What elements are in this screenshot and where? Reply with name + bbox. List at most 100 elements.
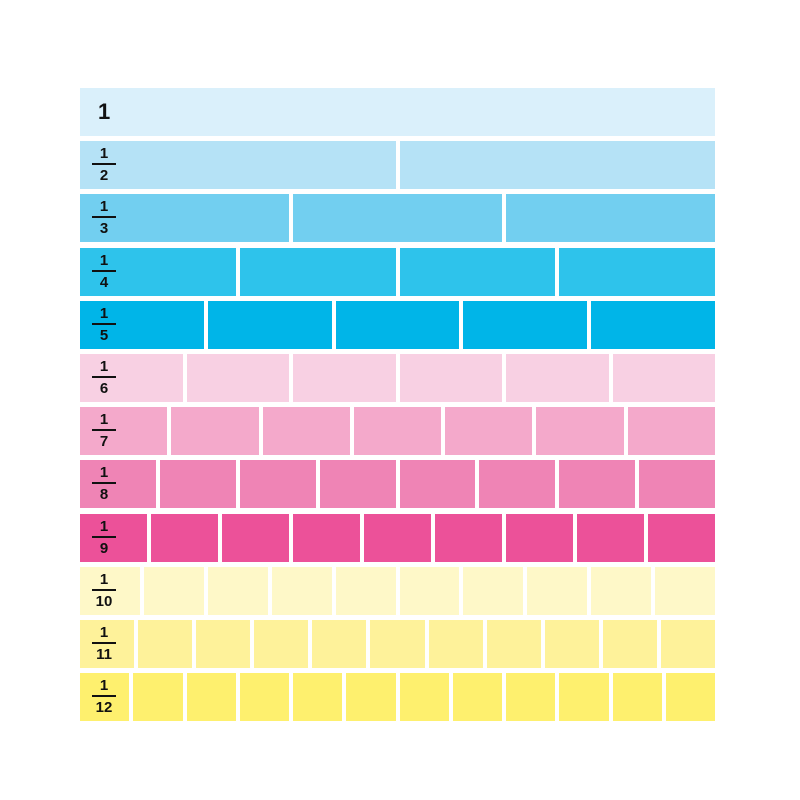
fraction-bar: [92, 376, 116, 378]
fraction-cell: [639, 460, 715, 509]
fraction-cell: [612, 354, 715, 402]
fraction-cell: [399, 141, 715, 190]
fraction-cell: [171, 407, 259, 456]
fraction-cell: [612, 673, 662, 722]
fraction-cell: [627, 407, 715, 456]
denominator: 11: [96, 646, 112, 663]
fraction-cell: [559, 460, 636, 509]
fraction-cell: [399, 247, 556, 296]
fraction-cell: [660, 620, 716, 668]
fraction-cell: [151, 513, 218, 562]
fraction-cell: [319, 460, 396, 509]
fraction-cell: [506, 354, 609, 402]
numerator: 1: [99, 251, 109, 269]
fraction-cell: [577, 513, 644, 562]
fraction-cell: [559, 673, 609, 722]
fraction-cell: 1 10: [80, 566, 140, 615]
fraction-cell: [293, 194, 502, 243]
fraction-cell: [133, 673, 183, 722]
fraction-cell: [159, 460, 236, 509]
denominator: 4: [99, 273, 109, 291]
denominator: 6: [99, 380, 109, 397]
denominator: 8: [99, 486, 109, 504]
numerator: 1: [99, 517, 109, 535]
fraction-bar: [92, 695, 116, 698]
fraction-cell: [364, 513, 431, 562]
fraction-cell: [463, 300, 588, 349]
numerator: 1: [99, 677, 109, 695]
fraction-cell: [536, 407, 624, 456]
fraction-cell: 1: [80, 88, 715, 136]
fraction-row-12: 1 12: [80, 673, 715, 722]
denominator: 12: [95, 699, 113, 717]
fraction-cell: [370, 620, 425, 668]
fraction-bar: [92, 269, 116, 272]
denominator: 2: [99, 167, 109, 185]
fraction-cell: [591, 300, 715, 349]
fraction-cell: [463, 566, 524, 615]
fraction-row-10: 1 10: [80, 566, 716, 615]
fraction-cell: [399, 354, 502, 402]
fraction-cell: [196, 620, 251, 668]
denominator: 3: [99, 220, 109, 238]
fraction-bar: [92, 429, 116, 432]
fraction-cell: [138, 620, 193, 668]
numerator: 1: [99, 464, 109, 482]
fraction-cell: [186, 354, 289, 402]
fraction-cell: [239, 460, 316, 509]
fraction-cell: [559, 247, 715, 296]
denominator: 7: [99, 433, 109, 451]
fraction-cell: [665, 673, 715, 722]
fraction-cell: [207, 300, 332, 349]
fraction-cell: [544, 620, 599, 668]
fraction-cell: [479, 460, 556, 509]
fraction-cell: [602, 620, 657, 668]
fraction-cell: [399, 460, 476, 509]
fraction-label: 1 11: [92, 624, 116, 663]
fraction-cell: [335, 300, 460, 349]
fraction-cell: [346, 673, 396, 722]
fraction-bar: [92, 322, 116, 325]
fraction-cell: [222, 513, 289, 562]
fraction-cell: [452, 673, 502, 722]
denominator: 10: [95, 592, 113, 610]
fraction-cell: [399, 673, 449, 722]
fraction-cell: [262, 407, 350, 456]
fraction-cell: [239, 673, 289, 722]
fraction-cell: [435, 513, 502, 562]
numerator: 1: [99, 145, 109, 163]
numerator: 1: [99, 358, 109, 375]
fraction-row-11: 1 11: [80, 620, 716, 668]
fraction-cell: [506, 673, 556, 722]
fraction-cell: [506, 513, 573, 562]
fraction-bar: [92, 216, 116, 219]
fraction-cell: [591, 566, 652, 615]
fraction-bar: [92, 642, 116, 644]
fraction-cell: [648, 513, 715, 562]
numerator: 1: [99, 570, 109, 588]
fraction-cell: [353, 407, 442, 456]
fraction-cell: [293, 354, 396, 402]
numerator: 1: [99, 304, 109, 322]
fraction-cell: [239, 247, 396, 296]
fraction-row-1: 1: [80, 88, 715, 136]
fraction-cell: [293, 513, 360, 562]
numerator: 1: [99, 624, 109, 641]
fraction-cell: [486, 620, 541, 668]
fraction-cell: [143, 566, 204, 615]
fraction-cell: [293, 673, 343, 722]
numerator: 1: [99, 198, 109, 216]
